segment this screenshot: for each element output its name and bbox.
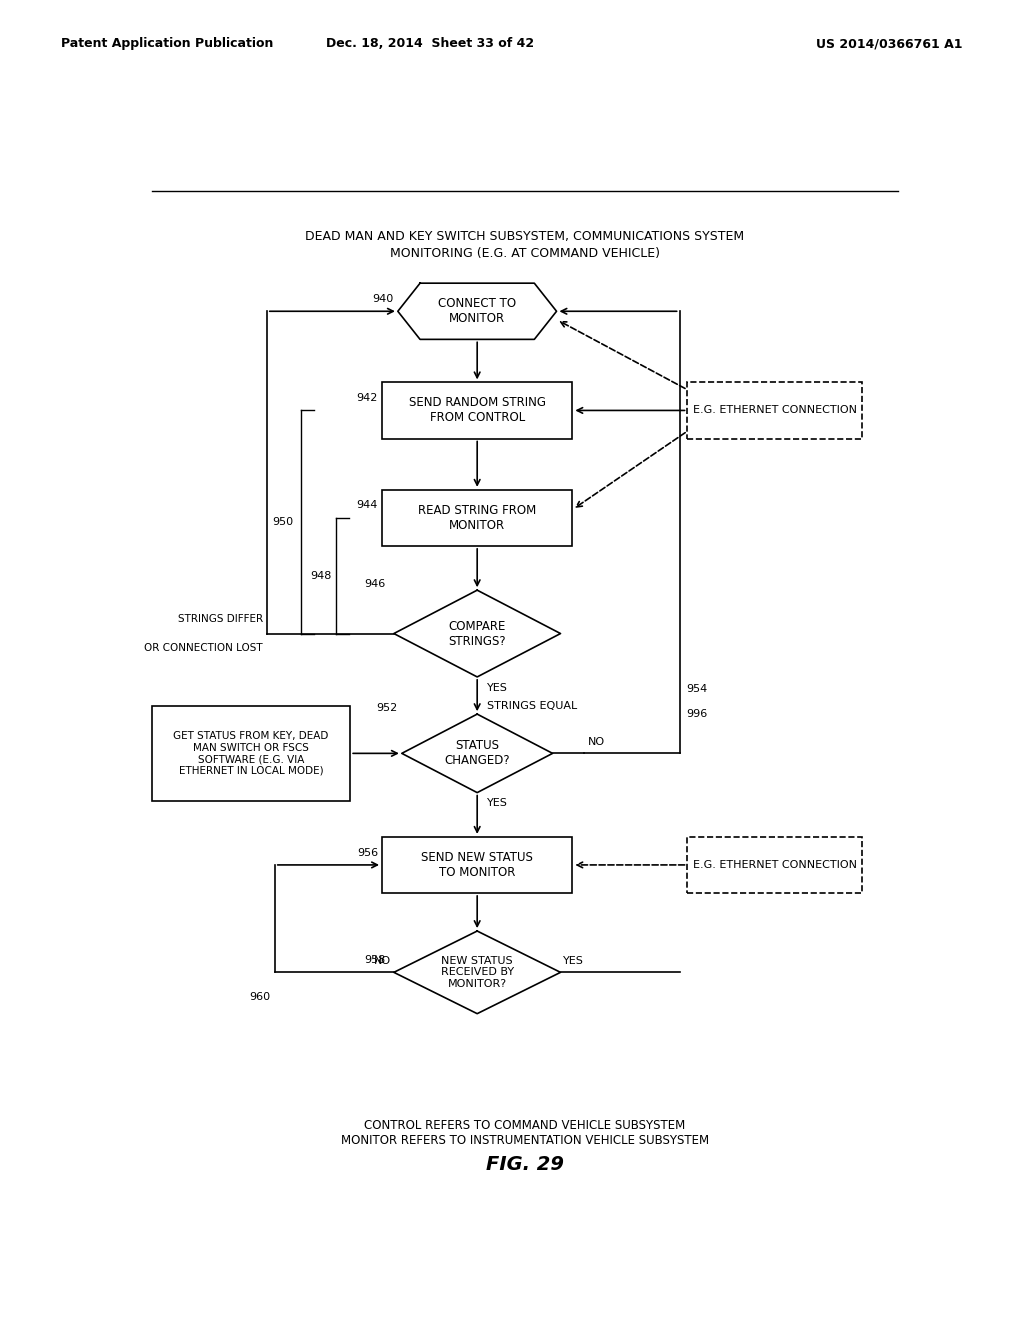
Text: STATUS
CHANGED?: STATUS CHANGED?	[444, 739, 510, 767]
Text: READ STRING FROM
MONITOR: READ STRING FROM MONITOR	[418, 504, 537, 532]
Text: US 2014/0366761 A1: US 2014/0366761 A1	[816, 37, 963, 50]
Polygon shape	[394, 590, 560, 677]
Text: 944: 944	[356, 500, 378, 511]
Text: 952: 952	[377, 704, 397, 713]
FancyBboxPatch shape	[687, 383, 862, 438]
FancyBboxPatch shape	[382, 490, 572, 546]
Text: E.G. ETHERNET CONNECTION: E.G. ETHERNET CONNECTION	[693, 859, 857, 870]
Text: GET STATUS FROM KEY, DEAD
MAN SWITCH OR FSCS
SOFTWARE (E.G. VIA
ETHERNET IN LOCA: GET STATUS FROM KEY, DEAD MAN SWITCH OR …	[173, 731, 329, 776]
Text: 954: 954	[686, 684, 708, 694]
Text: 946: 946	[365, 579, 386, 589]
Text: YES: YES	[486, 684, 508, 693]
FancyBboxPatch shape	[152, 706, 350, 801]
Text: SEND NEW STATUS
TO MONITOR: SEND NEW STATUS TO MONITOR	[421, 851, 534, 879]
Text: E.G. ETHERNET CONNECTION: E.G. ETHERNET CONNECTION	[693, 405, 857, 416]
Text: 960: 960	[250, 993, 270, 1002]
Text: FIG. 29: FIG. 29	[485, 1155, 564, 1175]
Text: 958: 958	[365, 954, 386, 965]
Text: STRINGS EQUAL: STRINGS EQUAL	[486, 701, 577, 711]
Text: 940: 940	[373, 294, 394, 304]
Text: Dec. 18, 2014  Sheet 33 of 42: Dec. 18, 2014 Sheet 33 of 42	[326, 37, 535, 50]
Text: COMPARE
STRINGS?: COMPARE STRINGS?	[449, 619, 506, 648]
Text: YES: YES	[563, 956, 584, 966]
Text: OR CONNECTION LOST: OR CONNECTION LOST	[144, 643, 263, 653]
Text: NEW STATUS
RECEIVED BY
MONITOR?: NEW STATUS RECEIVED BY MONITOR?	[440, 956, 514, 989]
Text: 950: 950	[272, 517, 293, 527]
Text: 996: 996	[686, 709, 708, 718]
Text: MONITORING (E.G. AT COMMAND VEHICLE): MONITORING (E.G. AT COMMAND VEHICLE)	[390, 247, 659, 260]
Text: 948: 948	[310, 570, 332, 581]
FancyBboxPatch shape	[382, 837, 572, 894]
Text: SEND RANDOM STRING
FROM CONTROL: SEND RANDOM STRING FROM CONTROL	[409, 396, 546, 425]
Text: CONTROL REFERS TO COMMAND VEHICLE SUBSYSTEM: CONTROL REFERS TO COMMAND VEHICLE SUBSYS…	[365, 1119, 685, 1131]
FancyBboxPatch shape	[382, 383, 572, 438]
Text: MONITOR REFERS TO INSTRUMENTATION VEHICLE SUBSYSTEM: MONITOR REFERS TO INSTRUMENTATION VEHICL…	[341, 1134, 709, 1147]
Text: NO: NO	[375, 956, 391, 966]
Text: STRINGS DIFFER: STRINGS DIFFER	[178, 614, 263, 623]
Polygon shape	[397, 284, 557, 339]
Text: 942: 942	[356, 393, 378, 403]
FancyBboxPatch shape	[687, 837, 862, 894]
Polygon shape	[394, 931, 560, 1014]
Text: Patent Application Publication: Patent Application Publication	[61, 37, 273, 50]
Text: NO: NO	[588, 737, 605, 747]
Text: DEAD MAN AND KEY SWITCH SUBSYSTEM, COMMUNICATIONS SYSTEM: DEAD MAN AND KEY SWITCH SUBSYSTEM, COMMU…	[305, 231, 744, 243]
Text: 956: 956	[356, 847, 378, 858]
Text: YES: YES	[486, 799, 508, 808]
Polygon shape	[401, 714, 553, 792]
Text: CONNECT TO
MONITOR: CONNECT TO MONITOR	[438, 297, 516, 325]
